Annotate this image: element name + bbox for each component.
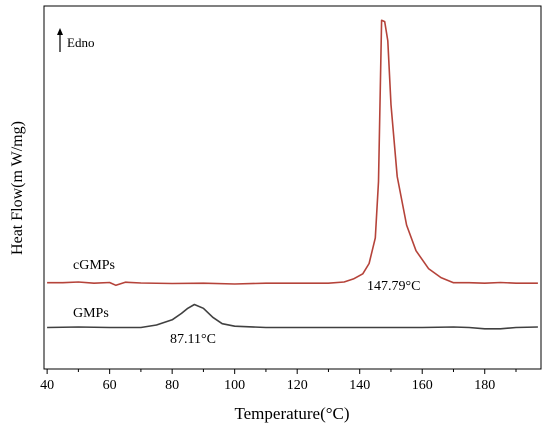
x-axis-ticks: 40 60 80 100 120 140 160 180 [40,369,517,393]
series-layer [47,19,538,330]
series-label-gmps: GMPs [73,306,109,321]
x-tick-label: 160 [412,378,433,393]
series-label-cgmps: cGMPs [73,258,115,273]
x-tick-label: 80 [165,378,179,393]
x-tick-label: 120 [287,378,308,393]
endo-marker: Edno [57,28,94,52]
x-tick-label: 100 [224,378,245,393]
endo-arrowhead-icon [57,28,63,35]
x-tick-label: 180 [474,378,495,393]
y-axis-label: Heat Flow(m W/mg) [9,121,26,255]
x-tick-label: 40 [40,378,54,393]
series-line-gmps [47,303,538,330]
x-axis-label: Temperature(°C) [234,404,349,423]
plot-frame [43,5,542,370]
x-tick-label: 140 [349,378,370,393]
series-line-cgmps [47,19,538,287]
endo-label: Edno [67,35,94,50]
peak-annotation-cgmps: 147.79°C [367,279,420,294]
x-tick-label: 60 [103,378,117,393]
peak-annotation-gmps: 87.11°C [170,332,216,347]
